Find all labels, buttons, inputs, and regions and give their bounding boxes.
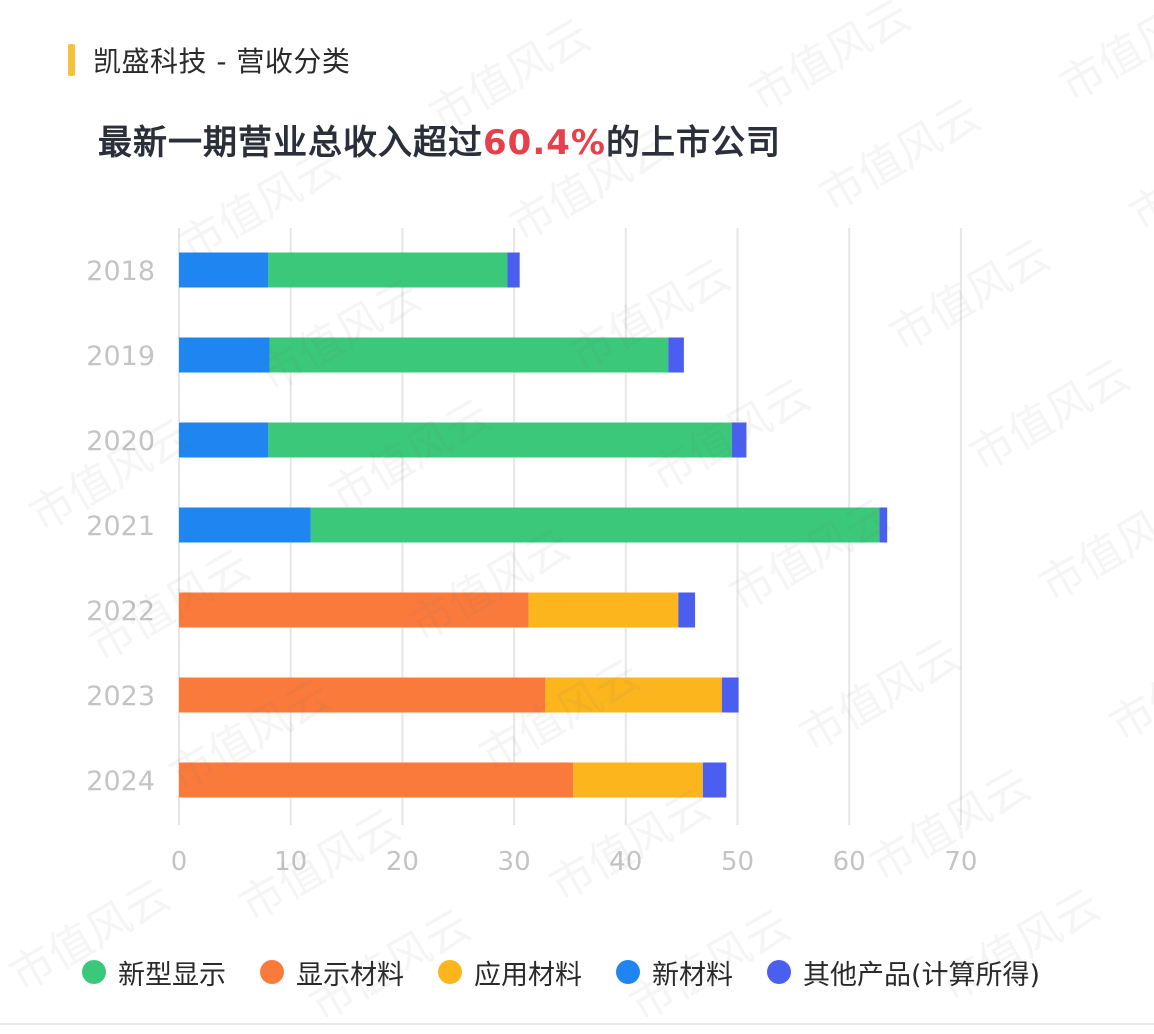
bar-segment [678,592,696,628]
bar-segment [269,337,669,373]
legend-label: 新型显示 [118,959,226,991]
bar-segment [573,762,703,798]
bar-segment [310,507,880,543]
bar-segment [179,762,574,798]
header-title: 凯盛科技 - 营收分类 [93,45,351,78]
legend-label: 新材料 [652,959,733,991]
watermark-text: 市值风云 [931,879,1110,1012]
bar-segment [179,507,311,543]
y-tick-label: 2019 [86,341,155,372]
legend-item[interactable]: 新型显示 [82,953,226,992]
x-tick-label: 60 [833,847,866,877]
bar-segment [528,592,679,628]
legend-swatch [438,960,462,984]
x-tick-label: 40 [609,847,642,877]
stacked-bar-chart: 0 10 20 30 40 50 60 70 2018 2019 2020 2021 2022 2023 2… [86,228,977,877]
legend-item[interactable]: 显示材料 [260,953,404,992]
bar-segment [721,677,739,713]
legend-label: 应用材料 [474,959,582,991]
bar-segment [179,592,529,628]
x-tick-label: 30 [498,847,531,877]
chart-legend: 新型显示 显示材料 应用材料 新材料 其他产品(计算所得) [82,952,1074,992]
bar-segment [179,337,270,373]
bar-segment [702,762,727,798]
bar-segment [731,422,747,458]
watermark-text: 市值风云 [1051,0,1154,112]
bar-segment [668,337,684,373]
x-tick-label: 70 [944,847,977,877]
x-tick-label: 10 [274,847,307,877]
x-tick-label: 20 [386,847,419,877]
subtitle-prefix: 最新一期营业总收入超过 [98,123,483,163]
legend-swatch [82,960,106,984]
bar-segment [545,677,722,713]
bar-segment [268,422,732,458]
header-accent-bar [68,44,75,76]
legend-item[interactable]: 新材料 [616,953,733,992]
y-tick-label: 2021 [86,511,155,542]
legend-item[interactable]: 应用材料 [438,953,582,992]
y-tick-label: 2022 [86,596,155,627]
y-tick-label: 2023 [86,681,155,712]
y-tick-label: 2024 [86,766,155,797]
chart-subtitle: 最新一期营业总收入超过60.4%的上市公司 [98,115,781,164]
bar-segment [179,252,269,288]
x-tick-label: 0 [171,847,188,877]
bottom-divider [0,1023,1154,1025]
subtitle-suffix: 的上市公司 [605,123,781,163]
y-tick-label: 2018 [86,256,155,287]
legend-swatch [616,960,640,984]
watermark-text: 市值风云 [741,0,920,122]
y-tick-label: 2020 [86,426,155,457]
legend-label: 其他产品(计算所得) [803,959,1041,991]
legend-swatch [767,960,791,984]
legend-swatch [260,960,284,984]
x-tick-label: 50 [721,847,754,877]
subtitle-highlight: 60.4% [483,123,606,163]
legend-item[interactable]: 其他产品(计算所得) [767,953,1040,992]
legend-label: 显示材料 [296,959,404,991]
bar-segment [179,422,269,458]
bar-segment [268,252,508,288]
bar-segment [879,507,888,543]
bar-segment [179,677,546,713]
chart-header: 凯盛科技 - 营收分类 [68,40,350,80]
bar-segment [507,252,520,288]
